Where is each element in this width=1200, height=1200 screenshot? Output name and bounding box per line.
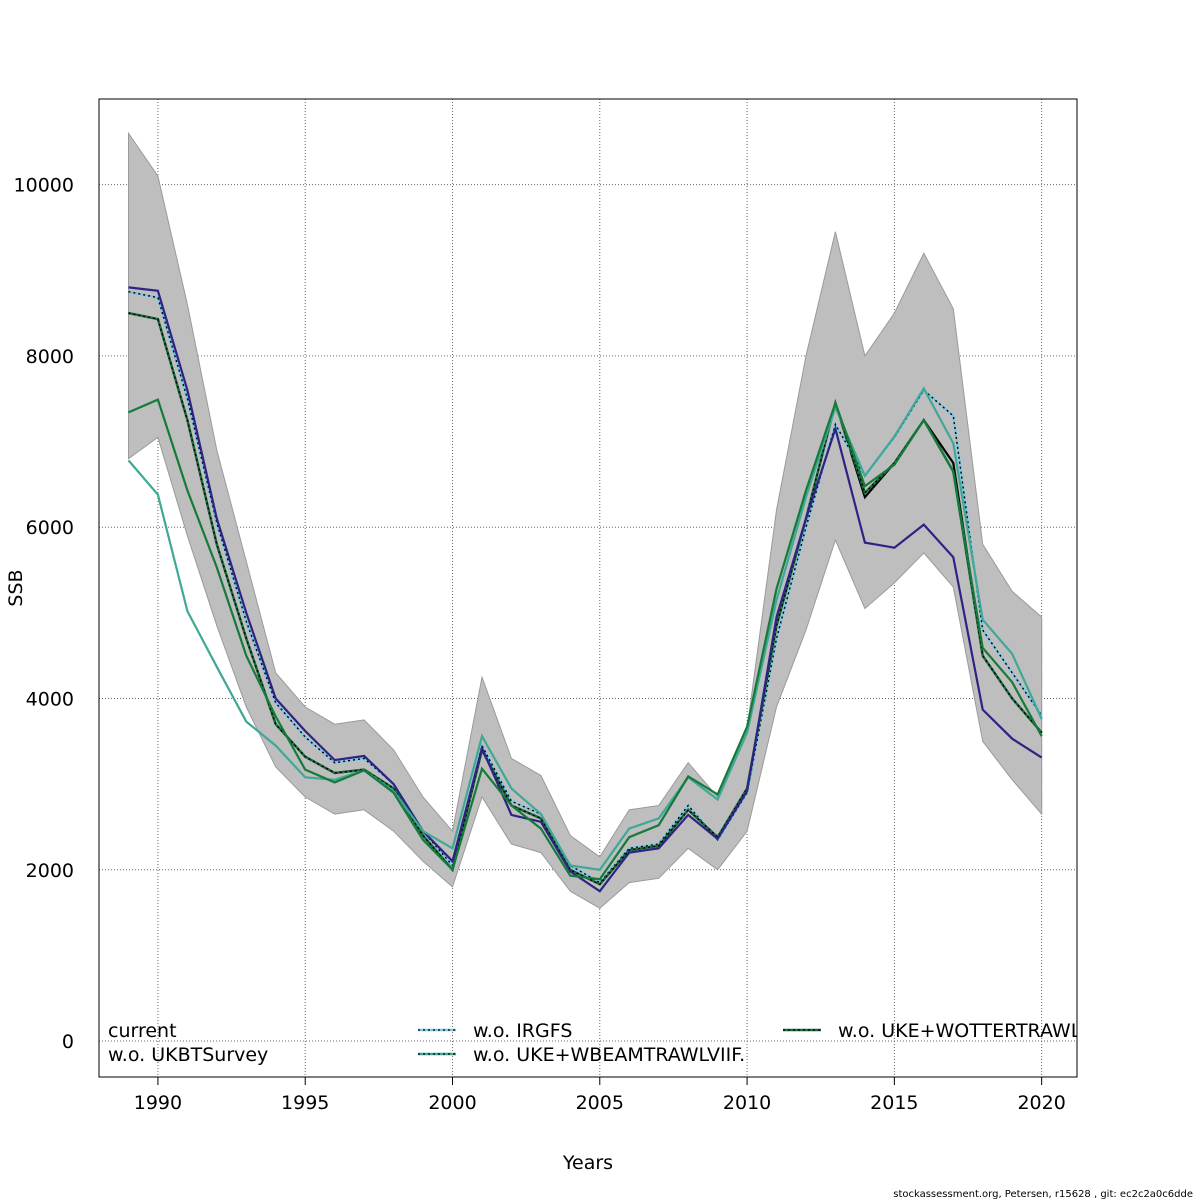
series-line-w-o-uke-wbeamtrawlviif [127, 386, 1043, 871]
x-axis-title: Years [562, 1152, 613, 1174]
series-line-w-o-ukbtsurvey [128, 286, 1043, 893]
plot-frame [98, 98, 1078, 1078]
y-tick-label: 8000 [26, 346, 74, 368]
y-tick-label: 2000 [26, 860, 74, 882]
confidence-band [128, 131, 1043, 909]
y-tick-label: 10000 [14, 175, 74, 197]
x-tick-label: 1990 [134, 1092, 182, 1114]
series-layer [127, 286, 1043, 893]
x-tick-label: 2020 [1017, 1092, 1065, 1114]
legend-label: w.o. IRGFS [473, 1020, 572, 1042]
footer-credit: stockassessment.org, Petersen, r15628 , … [893, 1189, 1193, 1200]
axes: 1990 1995 2000 2005 2010 2015 2020 0 2000 4000 600… [14, 175, 1066, 1114]
y-tick-label: 6000 [26, 517, 74, 539]
x-tick-label: 1995 [281, 1092, 329, 1114]
x-tick-label: 2015 [870, 1092, 918, 1114]
x-tick-label: 2010 [723, 1092, 771, 1114]
confidence-band-layer [128, 131, 1043, 909]
legend-label: current [108, 1020, 177, 1042]
legend-label: w.o. UKE+WBEAMTRAWLVIIF. [473, 1044, 745, 1066]
legend-label: w.o. UKE+WOTTERTRAWL [838, 1020, 1082, 1042]
y-axis-title: SSB [5, 569, 27, 606]
x-tick-label: 2000 [428, 1092, 476, 1114]
series-line-unlabeled-5 [128, 398, 1043, 881]
x-tick-label: 2005 [576, 1092, 624, 1114]
y-tick-label: 0 [62, 1031, 74, 1053]
legend-label: w.o. UKBTSurvey [108, 1044, 268, 1066]
y-tick-label: 4000 [26, 688, 74, 710]
